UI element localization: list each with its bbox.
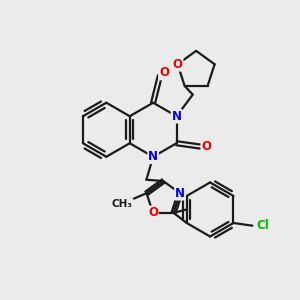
Text: O: O [148,206,158,219]
Text: CH₃: CH₃ [112,199,133,209]
Text: O: O [201,140,211,153]
Text: N: N [148,150,158,163]
Text: Cl: Cl [256,219,269,232]
Text: O: O [172,58,183,71]
Text: N: N [172,110,182,123]
Text: N: N [175,187,185,200]
Text: O: O [159,67,169,80]
